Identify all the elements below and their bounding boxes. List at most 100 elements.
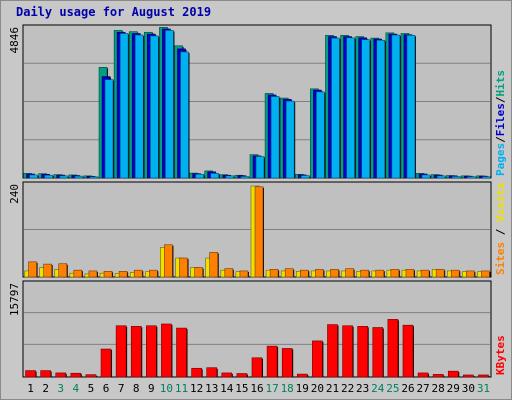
bar-sites-day-24 xyxy=(375,269,385,278)
bar-sites-day-13 xyxy=(209,252,219,278)
bar-sites-day-30 xyxy=(466,270,475,278)
bar-sites-day-5 xyxy=(88,270,98,278)
x-tick-label-day-23: 23 xyxy=(356,382,369,395)
x-tick-label-day-13: 13 xyxy=(205,382,218,395)
bar-pages-day-3 xyxy=(59,175,69,179)
bar-pages-day-26 xyxy=(406,35,416,179)
bar-sites-day-26 xyxy=(405,269,415,278)
x-tick-label-day-18: 18 xyxy=(281,382,294,395)
bar-pages-day-23 xyxy=(361,39,370,179)
bar-pages-day-24 xyxy=(376,39,386,179)
bar-sites-day-9 xyxy=(149,269,158,278)
bar-pages-day-27 xyxy=(421,174,431,179)
bar-pages-day-21 xyxy=(331,37,340,179)
bar-pages-day-16 xyxy=(255,156,265,179)
bar-kbytes-day-12 xyxy=(191,367,202,378)
x-tick-label-day-27: 27 xyxy=(416,382,429,395)
panel-1-legend-part: Hits xyxy=(494,70,507,97)
bar-sites-day-2 xyxy=(43,263,52,278)
bar-sites-day-20 xyxy=(315,269,324,278)
x-tick-label-day-31: 31 xyxy=(477,382,490,395)
bar-kbytes-day-8 xyxy=(130,326,142,378)
x-tick-label-day-17: 17 xyxy=(265,382,278,395)
panel-1-legend-part: / xyxy=(494,96,507,103)
panel-2-legend: Sites / Visits xyxy=(494,182,507,275)
bar-kbytes-day-13 xyxy=(206,367,218,378)
bar-sites-day-19 xyxy=(299,269,309,278)
bar-pages-day-15 xyxy=(240,176,250,179)
x-tick-label-day-1: 1 xyxy=(27,382,34,395)
bar-pages-day-7 xyxy=(119,33,129,179)
x-tick-label-day-19: 19 xyxy=(296,382,309,395)
bar-kbytes-day-29 xyxy=(447,370,459,378)
bar-kbytes-day-23 xyxy=(357,326,368,378)
bar-pages-day-22 xyxy=(346,37,355,179)
bar-sites-day-31 xyxy=(481,270,490,278)
bar-pages-day-18 xyxy=(285,100,295,179)
x-tick-label-day-12: 12 xyxy=(190,382,203,395)
bar-sites-day-14 xyxy=(224,268,234,278)
bar-pages-day-1 xyxy=(29,174,38,179)
x-tick-label-day-3: 3 xyxy=(57,382,64,395)
bar-kbytes-day-26 xyxy=(402,324,414,378)
panel-2-scale-max-label: 240 xyxy=(8,184,21,204)
panel-2-legend-part: Sites xyxy=(494,242,507,275)
bar-kbytes-day-11 xyxy=(176,327,187,378)
bar-sites-day-10 xyxy=(164,244,173,278)
bar-sites-day-11 xyxy=(179,257,188,278)
bar-sites-day-1 xyxy=(28,261,37,278)
x-tick-label-day-21: 21 xyxy=(326,382,339,395)
panel-1-legend-part: Pages xyxy=(494,143,507,176)
x-tick-label-day-29: 29 xyxy=(447,382,460,395)
bar-kbytes-day-30 xyxy=(463,374,474,378)
bar-pages-day-25 xyxy=(391,34,401,179)
bar-kbytes-day-14 xyxy=(221,372,233,378)
bar-pages-day-4 xyxy=(74,175,84,179)
bar-sites-day-28 xyxy=(435,269,445,278)
bar-pages-day-5 xyxy=(89,176,99,179)
panel-2-legend-part: Visits xyxy=(494,182,507,222)
x-tick-label-day-22: 22 xyxy=(341,382,354,395)
bar-kbytes-day-6 xyxy=(100,348,112,378)
panel-1-legend-part: Files xyxy=(494,103,507,136)
x-tick-label-day-16: 16 xyxy=(250,382,263,395)
bar-sites-day-23 xyxy=(360,269,369,278)
panel-1-legend: Pages/Files/Hits xyxy=(494,70,507,176)
bar-kbytes-day-19 xyxy=(296,373,308,378)
x-tick-label-day-9: 9 xyxy=(148,382,155,395)
bar-kbytes-day-10 xyxy=(161,323,172,378)
bar-pages-day-9 xyxy=(150,35,159,179)
bar-pages-day-29 xyxy=(451,176,461,179)
bar-sites-day-15 xyxy=(239,270,249,278)
bar-kbytes-day-21 xyxy=(327,324,338,378)
bar-sites-day-16 xyxy=(254,186,264,278)
bar-kbytes-day-27 xyxy=(417,372,429,378)
bar-pages-day-17 xyxy=(270,96,280,179)
x-tick-label-day-25: 25 xyxy=(386,382,399,395)
x-tick-label-day-10: 10 xyxy=(160,382,173,395)
bar-kbytes-day-17 xyxy=(266,345,278,378)
bar-pages-day-11 xyxy=(180,51,189,179)
panel-1-scale-max-label: 4846 xyxy=(8,27,21,54)
x-tick-label-day-8: 8 xyxy=(133,382,140,395)
x-tick-label-day-11: 11 xyxy=(175,382,188,395)
bar-pages-day-8 xyxy=(134,34,144,179)
x-tick-label-day-15: 15 xyxy=(235,382,248,395)
bar-sites-day-18 xyxy=(284,268,294,278)
bar-sites-day-29 xyxy=(450,269,460,278)
bar-kbytes-day-4 xyxy=(70,372,82,378)
bar-sites-day-17 xyxy=(269,269,279,278)
x-tick-label-day-26: 26 xyxy=(401,382,414,395)
bar-sites-day-12 xyxy=(194,267,203,278)
panel-3-legend-part: KBytes xyxy=(494,335,507,375)
bar-kbytes-day-31 xyxy=(478,374,489,378)
bar-pages-day-14 xyxy=(225,175,235,179)
chart-title: Daily usage for August 2019 xyxy=(16,5,211,19)
x-tick-label-day-2: 2 xyxy=(42,382,49,395)
bar-sites-day-22 xyxy=(345,268,354,278)
x-tick-label-day-28: 28 xyxy=(432,382,445,395)
x-tick-label-day-30: 30 xyxy=(462,382,475,395)
bar-kbytes-day-5 xyxy=(85,374,97,378)
bar-sites-day-7 xyxy=(118,271,128,278)
